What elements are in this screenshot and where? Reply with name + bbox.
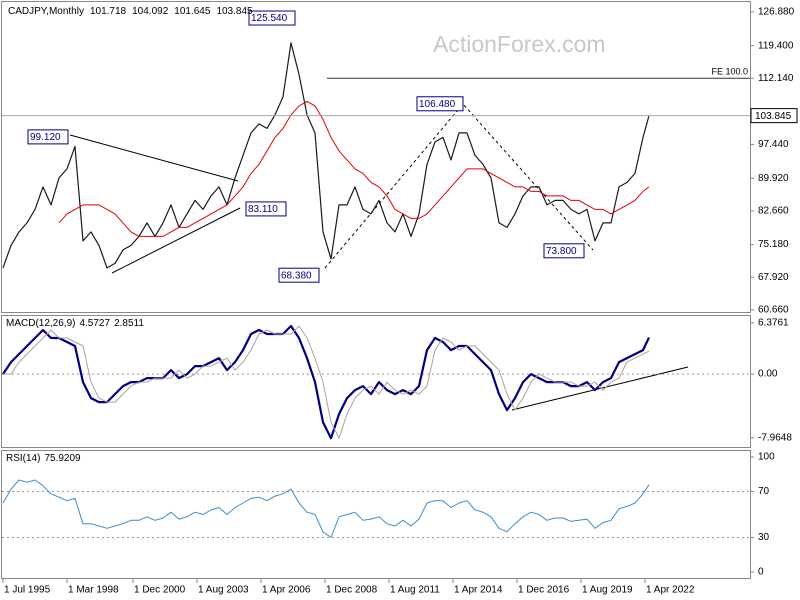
x-tick-label: 1 Dec 2016 bbox=[518, 585, 570, 596]
watermark: ActionForex.com bbox=[433, 31, 606, 57]
panel-title-text: RSI(14) bbox=[6, 453, 40, 464]
series-line bbox=[2, 324, 650, 440]
price-panel bbox=[1, 1, 751, 313]
y-tick-label: 82.660 bbox=[758, 206, 789, 217]
y-tick-label: 89.920 bbox=[758, 173, 789, 184]
trend-line bbox=[69, 134, 239, 182]
panel-title: MACD(12,26,9) 4.5727 2.8511 bbox=[6, 318, 144, 329]
annotation: 83.110 bbox=[245, 201, 287, 217]
annotation: 106.480 bbox=[416, 96, 464, 112]
x-tick-label: 1 Apr 2022 bbox=[646, 585, 695, 596]
x-tick-label: 1 Aug 2019 bbox=[582, 585, 633, 596]
trend-line bbox=[111, 207, 241, 274]
y-tick-label: -7.9648 bbox=[758, 433, 792, 444]
y-tick-label: 60.660 bbox=[758, 305, 789, 316]
annotation: 125.540 bbox=[248, 10, 296, 26]
y-tick-label: 30 bbox=[758, 532, 770, 543]
y-tick-label: 112.140 bbox=[758, 73, 794, 84]
panel-title-text: MACD(12,26,9) bbox=[6, 318, 75, 329]
y-tick-label: 67.920 bbox=[758, 272, 789, 283]
x-tick-label: 1 Aug 2003 bbox=[198, 585, 249, 596]
x-tick-label: 1 Apr 2014 bbox=[454, 585, 503, 596]
y-tick-label: 0 bbox=[758, 567, 764, 578]
annotation: 99.120 bbox=[27, 129, 69, 145]
annotation: 73.800 bbox=[543, 243, 585, 259]
annotation-box bbox=[245, 201, 287, 217]
x-tick-label: 1 Dec 2000 bbox=[134, 585, 186, 596]
y-tick-label: 100 bbox=[758, 452, 775, 463]
panel-title-value: 4.5727 bbox=[79, 318, 110, 329]
y-tick-label: 97.440 bbox=[758, 139, 789, 150]
y-tick-label: 75.180 bbox=[758, 239, 789, 250]
rsi-panel bbox=[1, 450, 751, 579]
annotation-box bbox=[278, 267, 320, 283]
x-tick-label: 1 Mar 1998 bbox=[68, 585, 119, 596]
chart-header: CADJPY,Monthly 101.718 104.092 101.645 103.8… bbox=[8, 6, 253, 17]
annotation-box bbox=[543, 243, 585, 259]
panel-title-value: 2.8511 bbox=[114, 318, 144, 329]
x-tick-label: 1 Aug 2011 bbox=[390, 585, 440, 596]
fe-label: FE 100.0 bbox=[711, 67, 748, 77]
annotation: 68.380 bbox=[278, 267, 320, 283]
wave-line bbox=[324, 103, 594, 269]
x-tick-label: 1 Jul 1995 bbox=[4, 585, 51, 596]
ohlc-close: 103.845 bbox=[216, 6, 253, 17]
ohlc-value: 101.718 bbox=[90, 6, 127, 17]
series-line bbox=[2, 42, 650, 269]
last-price-box bbox=[750, 108, 798, 124]
annotation-label: 68.380 bbox=[281, 270, 312, 281]
x-tick-label: 1 Apr 2006 bbox=[262, 585, 311, 596]
annotation-label: 106.480 bbox=[419, 99, 456, 110]
last-price-label: 103.845 bbox=[755, 111, 792, 122]
panel-title: RSI(14) 75.9209 bbox=[6, 453, 81, 464]
annotation-label: 125.540 bbox=[251, 13, 288, 24]
annotation-box bbox=[416, 96, 464, 112]
y-tick-label: 6.3761 bbox=[758, 318, 789, 329]
ohlc-value: 101.645 bbox=[174, 6, 211, 17]
series-line bbox=[3, 325, 650, 439]
x-tick-label: 1 Dec 2008 bbox=[326, 585, 378, 596]
annotation-label: 73.800 bbox=[546, 246, 577, 257]
ohlc-value: 104.092 bbox=[132, 6, 169, 17]
annotation-box bbox=[248, 10, 296, 26]
series-line bbox=[2, 479, 650, 538]
y-tick-label: 0.00 bbox=[758, 369, 778, 380]
series-line bbox=[58, 100, 650, 237]
annotation-box bbox=[27, 129, 69, 145]
macd-panel bbox=[1, 315, 751, 448]
annotation-label: 83.110 bbox=[248, 204, 278, 215]
panel-title-value: 75.9209 bbox=[44, 453, 81, 464]
y-tick-label: 70 bbox=[758, 486, 770, 497]
y-tick-label: 126.880 bbox=[758, 7, 795, 18]
annotation-label: 99.120 bbox=[30, 132, 61, 143]
chart-title: CADJPY,Monthly bbox=[8, 6, 84, 17]
y-tick-label: 119.400 bbox=[758, 40, 794, 51]
